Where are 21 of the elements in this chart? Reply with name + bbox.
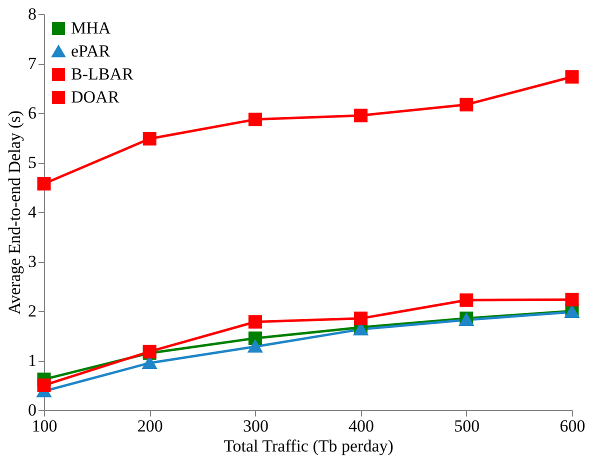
y-tick-label: 5 — [28, 153, 36, 172]
y-tick-label: 0 — [28, 400, 36, 420]
legend-label: DOAR — [71, 88, 120, 106]
y-tick-label: 2 — [28, 302, 36, 320]
x-tick-label: 300 — [242, 416, 268, 436]
y-tick-label: 7 — [28, 54, 37, 73]
x-axis-title: Total Traffic (Tb perday) — [224, 436, 394, 456]
y-tick-label: 4 — [28, 202, 37, 222]
y-tick-label: 8 — [28, 4, 36, 24]
legend-label: B-LBAR — [71, 64, 134, 84]
y-tick-label: 1 — [28, 351, 36, 370]
legend-label: MHA — [71, 18, 112, 38]
y-axis-title: Average End-to-end Delay (s) — [5, 110, 24, 315]
x-tick-label: 600 — [560, 416, 586, 436]
y-tick-label: 6 — [28, 104, 36, 122]
y-tick-label: 3 — [28, 252, 36, 271]
legend-label: ePAR — [71, 42, 111, 60]
x-tick-label: 100 — [32, 416, 58, 436]
x-tick-label: 500 — [454, 416, 480, 436]
x-tick-label: 200 — [137, 416, 163, 436]
x-tick-label: 400 — [348, 416, 374, 436]
